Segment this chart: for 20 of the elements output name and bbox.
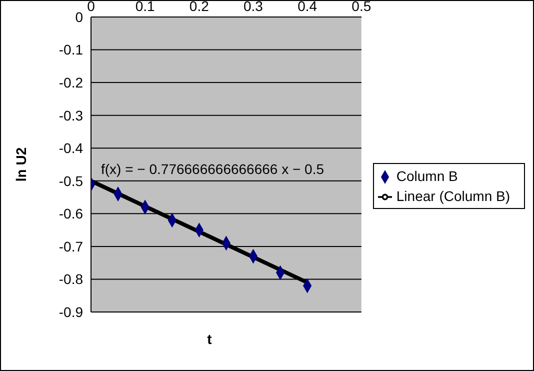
- annotation: f(x) = − 0.776666666666666 x − 0.5: [101, 161, 324, 177]
- y-tick-label: -0.9: [58, 304, 84, 320]
- x-tick-label: 0.2: [189, 0, 210, 14]
- y-tick-label: -0.5: [58, 172, 84, 189]
- y-axis-title: ln U2: [12, 147, 29, 182]
- y-tick-label: -0.4: [58, 140, 84, 156]
- y-tick-label: -0.3: [58, 107, 84, 124]
- y-tick-label: -0.8: [58, 271, 84, 288]
- x-tick-label: 0.4: [298, 0, 318, 14]
- legend-label: Column B: [396, 168, 458, 184]
- x-tick-label: 0: [87, 0, 96, 14]
- legend-label: Linear (Column B): [396, 188, 510, 204]
- x-axis-title: t: [206, 331, 213, 347]
- x-tick-label: 0.5: [352, 0, 372, 14]
- x-tick-label: 0.3: [244, 0, 264, 14]
- y-tick-label: -0.2: [58, 74, 84, 91]
- y-tick-label: -0.1: [58, 42, 84, 58]
- x-tick-label: 0.1: [135, 0, 156, 14]
- y-tick-label: -0.6: [58, 206, 84, 222]
- y-tick-label: -0.7: [58, 238, 84, 254]
